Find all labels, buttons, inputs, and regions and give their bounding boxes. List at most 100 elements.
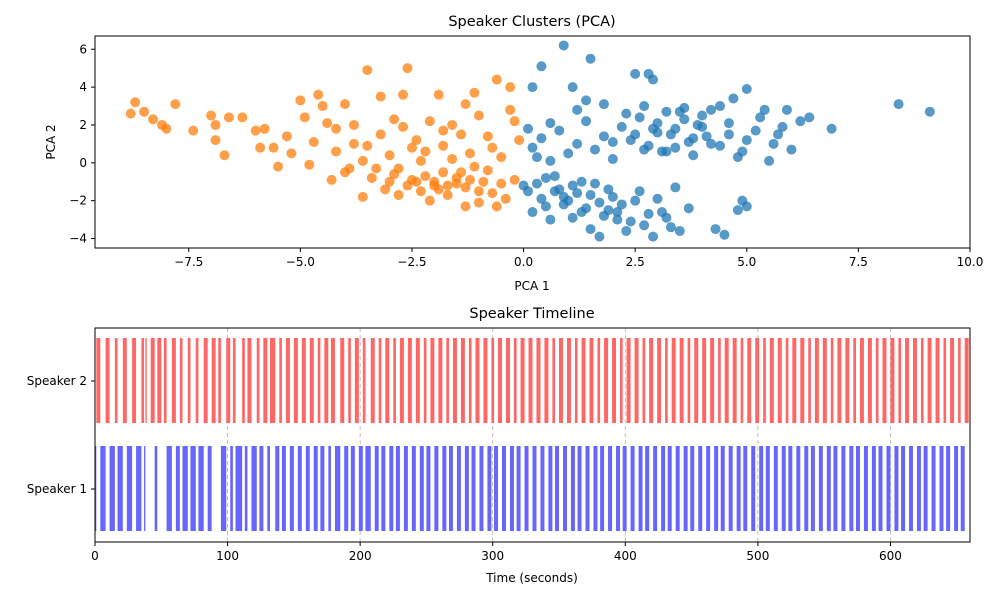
timeline-segment-speaker-2: [800, 338, 805, 423]
scatter-point-cluster-2: [715, 140, 725, 151]
scatter-point-cluster-2: [706, 104, 717, 115]
timeline-segment-speaker-1: [894, 446, 899, 531]
scatter-point-cluster-2: [531, 178, 542, 189]
timeline-segment-speaker-2: [132, 338, 137, 423]
scatter-point-cluster-2: [643, 208, 654, 219]
timeline-segment-speaker-2: [792, 338, 797, 423]
timeline-segment-speaker-1: [267, 446, 270, 531]
scatter-point-cluster-1: [308, 137, 319, 147]
scatter-x-tick-label: 10.0: [957, 255, 984, 269]
timeline-x-ticks: 0 100 200 300 400 500 600: [91, 542, 902, 563]
scatter-point-cluster-1: [473, 186, 484, 197]
timeline-segment-speaker-2: [145, 338, 147, 423]
scatter-point-cluster-1: [389, 114, 400, 125]
scatter-point-cluster-1: [384, 150, 395, 161]
scatter-point-cluster-2: [639, 101, 650, 112]
scatter-point-cluster-2: [554, 125, 565, 136]
scatter-point-cluster-2: [545, 214, 556, 225]
scatter-point-cluster-1: [460, 99, 471, 110]
timeline-segment-speaker-1: [804, 446, 809, 531]
timeline-segment-speaker-2: [438, 338, 443, 423]
scatter-point-cluster-1: [161, 123, 172, 134]
scatter-point-cluster-2: [639, 144, 650, 155]
timeline-segment-speaker-1: [653, 446, 658, 531]
timeline-segment-speaker-2: [905, 338, 910, 423]
scatter-point-cluster-2: [777, 121, 788, 132]
scatter-point-cluster-2: [741, 84, 752, 94]
scatter-point-cluster-1: [465, 148, 475, 159]
timeline-segment-speaker-2: [755, 338, 760, 423]
timeline-segment-speaker-1: [714, 446, 719, 531]
timeline-segment-speaker-1: [259, 446, 264, 531]
scatter-point-cluster-2: [598, 131, 609, 142]
scatter-point-cluster-1: [438, 167, 449, 178]
timeline-segment-speaker-1: [297, 446, 302, 531]
timeline-title: Speaker Timeline: [469, 306, 594, 322]
timeline-segment-speaker-2: [362, 338, 366, 423]
scatter-point-cluster-2: [670, 182, 681, 193]
timeline-segment-speaker-1: [419, 446, 424, 531]
scatter-point-cluster-1: [317, 101, 328, 112]
timeline-segment-speaker-2: [769, 338, 774, 423]
timeline-segment-speaker-1: [781, 446, 786, 531]
scatter-point-cluster-2: [826, 123, 837, 134]
timeline-segment-speaker-2: [393, 338, 396, 423]
timeline-segment-speaker-2: [370, 338, 375, 423]
scatter-point-cluster-2: [670, 142, 681, 153]
scatter-point-cluster-2: [567, 82, 578, 93]
timeline-segment-speaker-1: [344, 446, 349, 531]
timeline-segment-speaker-2: [498, 338, 503, 423]
timeline-segment-speaker-2: [163, 338, 167, 423]
timeline-segment-speaker-1: [555, 446, 560, 531]
scatter-point-cluster-2: [540, 201, 551, 212]
scatter-point-cluster-2: [549, 171, 560, 182]
timeline-segment-speaker-2: [301, 338, 306, 423]
timeline-segment-speaker-1: [548, 446, 553, 531]
scatter-point-cluster-1: [460, 201, 471, 212]
timeline-segment-speaker-1: [616, 446, 620, 531]
timeline-segment-speaker-2: [657, 338, 662, 423]
timeline-segment-speaker-1: [182, 446, 188, 531]
timeline-segment-speaker-1: [320, 446, 325, 531]
scatter-point-cluster-1: [237, 112, 248, 123]
scatter-point-cluster-1: [487, 188, 498, 199]
scatter-point-cluster-2: [773, 129, 784, 140]
timeline-segment-speaker-2: [415, 338, 420, 423]
timeline-segment-speaker-1: [403, 446, 408, 531]
scatter-point-cluster-1: [384, 176, 395, 187]
scatter-point-cluster-1: [139, 106, 150, 117]
timeline-track-speaker-2: [96, 338, 969, 423]
scatter-point-cluster-2: [625, 216, 636, 227]
timeline-segment-speaker-1: [622, 446, 627, 531]
timeline-segment-speaker-2: [171, 338, 176, 423]
scatter-y-tick-label: −2: [69, 194, 87, 208]
scatter-x-tick-label: 7.5: [849, 255, 868, 269]
timeline-segment-speaker-2: [634, 338, 639, 423]
scatter-point-cluster-2: [679, 114, 690, 125]
scatter-point-cluster-2: [545, 118, 556, 129]
timeline-segment-speaker-2: [785, 338, 789, 423]
timeline-x-tick-label: 0: [91, 549, 99, 563]
timeline-segment-speaker-2: [559, 338, 563, 423]
timeline-segment-speaker-1: [328, 446, 331, 531]
scatter-point-cluster-2: [786, 144, 797, 155]
scatter-point-cluster-1: [219, 150, 230, 161]
scatter-y-tick-label: −4: [69, 232, 87, 246]
scatter-point-cluster-2: [621, 225, 632, 236]
scatter-point-cluster-2: [648, 123, 659, 134]
scatter-point-cluster-1: [366, 172, 377, 183]
timeline-segment-speaker-2: [491, 338, 495, 423]
scatter-point-cluster-2: [683, 137, 694, 147]
scatter-point-cluster-2: [683, 203, 694, 214]
scatter-point-cluster-2: [630, 129, 641, 140]
timeline-segment-speaker-2: [808, 338, 811, 423]
timeline-segment-speaker-1: [275, 446, 280, 531]
timeline-segment-speaker-2: [528, 338, 533, 423]
timeline-segment-speaker-1: [381, 446, 386, 531]
scatter-point-cluster-2: [715, 101, 725, 112]
scatter-point-cluster-2: [755, 112, 766, 123]
timeline-segment-speaker-1: [773, 446, 778, 531]
timeline-track-speaker-1: [95, 446, 965, 531]
scatter-point-cluster-2: [924, 106, 935, 117]
scatter-point-cluster-1: [299, 112, 310, 123]
